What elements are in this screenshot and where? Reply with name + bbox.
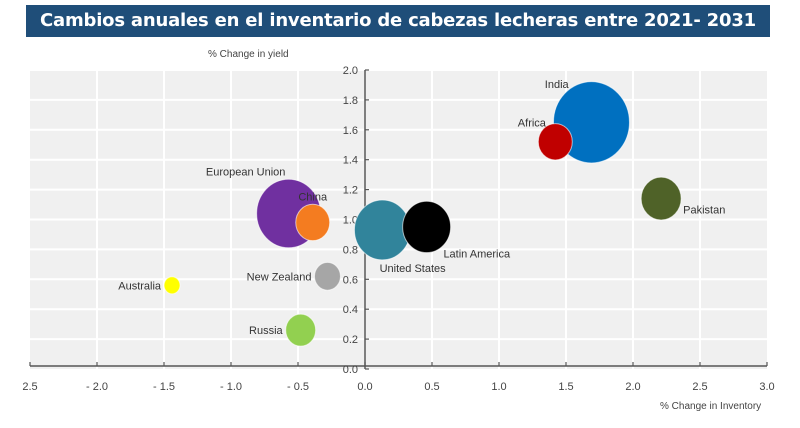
y-tick-label: 1.0 <box>343 215 358 227</box>
bubble-label: European Union <box>206 166 286 178</box>
bubbles <box>163 81 682 347</box>
chart-title: Cambios anuales en el inventario de cabe… <box>26 5 770 37</box>
bubble-label: Pakistan <box>683 205 725 217</box>
x-tick-label: - 2.0 <box>86 381 108 393</box>
x-tick-label: - 0.5 <box>287 381 309 393</box>
bubble-latin-america <box>402 200 452 254</box>
bubble-label: Australia <box>118 280 162 292</box>
bubble-pakistan <box>640 176 682 221</box>
bubble-australia <box>163 276 181 295</box>
bubble-label: Africa <box>518 117 547 129</box>
x-tick-label: 1.0 <box>491 381 506 393</box>
bubble-label: Russia <box>249 325 284 337</box>
x-tick-label: 0.0 <box>357 381 372 393</box>
bubble-africa <box>537 123 573 161</box>
y-tick-label: 1.4 <box>343 155 358 167</box>
x-tick-label: - 1.0 <box>220 381 242 393</box>
y-axis-title: % Change in yield <box>208 49 289 60</box>
bubble-label: United States <box>380 263 447 275</box>
y-tick-label: 1.6 <box>343 125 358 137</box>
y-tick-label: 0.4 <box>343 304 358 316</box>
y-tick-label: 1.2 <box>343 185 358 197</box>
tick-labels: 2.5 - 2.0 - 1.5 - 1.0 - 0.5 0.0 0.5 1.0 1.5 2.0 2.… <box>22 65 774 393</box>
x-tick-label: 3.0 <box>759 381 774 393</box>
x-tick-label: 2.5 <box>22 381 37 393</box>
bubble-labels: India Africa Pakistan European Union China Un… <box>118 79 725 337</box>
bubble-united-states <box>353 199 411 261</box>
x-tick-label: - 1.5 <box>153 381 175 393</box>
bubble-label: China <box>298 191 328 203</box>
bubble-china <box>295 203 331 242</box>
bubble-label: New Zealand <box>247 271 312 283</box>
y-tick-label: 0.2 <box>343 334 358 346</box>
y-tick-label: 0.8 <box>343 244 358 256</box>
x-axis-title: % Change in Inventory <box>660 401 761 412</box>
bubble-label: Latin America <box>443 249 511 261</box>
y-tick-label: 0.6 <box>343 274 358 286</box>
y-tick-label: 0.0 <box>343 364 358 376</box>
bubble-russia <box>285 313 317 347</box>
y-tick-label: 2.0 <box>343 65 358 77</box>
bubble-new-zealand <box>313 261 341 291</box>
x-tick-label: 2.5 <box>692 381 707 393</box>
x-tick-label: 0.5 <box>424 381 439 393</box>
x-tick-label: 2.0 <box>625 381 640 393</box>
y-tick-label: 1.8 <box>343 95 358 107</box>
x-tick-label: 1.5 <box>558 381 573 393</box>
bubble-label: India <box>545 79 570 91</box>
